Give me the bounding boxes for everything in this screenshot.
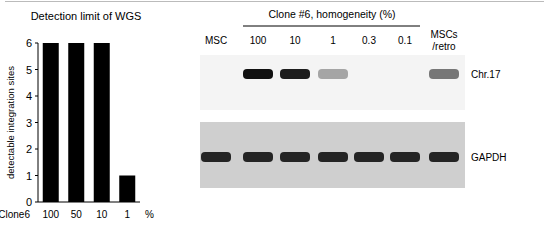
y-tick-label: 1 xyxy=(26,170,32,182)
annotation: % xyxy=(145,209,154,220)
y-axis-label: detectable integration sites xyxy=(5,66,16,179)
background xyxy=(0,0,549,240)
page-rule xyxy=(5,1,544,2)
chart-title: Detection limit of WGS xyxy=(31,10,142,22)
gel-panel xyxy=(200,55,465,110)
gel-band xyxy=(318,152,348,162)
x-tick-label: 100 xyxy=(42,209,59,220)
y-tick-label: 2 xyxy=(26,143,32,155)
bar xyxy=(43,43,59,202)
lane-label: MSCs/retro xyxy=(430,29,457,52)
gel-band xyxy=(318,69,348,79)
gel-band xyxy=(243,152,273,162)
gel-band xyxy=(280,69,310,79)
y-tick xyxy=(35,69,38,70)
bar xyxy=(68,43,84,202)
y-tick-label: 3 xyxy=(26,117,32,129)
x-tick-label: 50 xyxy=(71,209,83,220)
gel-header: Clone #6, homogeneity (%) xyxy=(268,8,395,20)
y-tick xyxy=(35,175,38,176)
y-tick xyxy=(35,96,38,97)
bar xyxy=(94,43,110,202)
x-tick-label: 1 xyxy=(124,209,130,220)
lane-label: 100 xyxy=(250,35,267,46)
figure: Detection limit of WGS detectable integra… xyxy=(0,0,549,240)
annotation: Clone6 xyxy=(0,209,30,220)
lane-label: MSC xyxy=(205,35,227,46)
lane-label: 0.3 xyxy=(362,35,376,46)
lane-label-line: /retro xyxy=(432,41,456,52)
gel-band xyxy=(354,152,384,162)
lane-label-line: MSCs xyxy=(430,29,457,40)
gel-band xyxy=(390,152,420,162)
lane-label: 10 xyxy=(289,35,301,46)
bars xyxy=(43,43,136,202)
gel-panel xyxy=(200,122,465,188)
gel-band xyxy=(280,152,310,162)
gel-band xyxy=(354,69,384,79)
row-label: GAPDH xyxy=(471,152,507,163)
gel-band xyxy=(429,69,459,79)
y-tick-label: 4 xyxy=(26,90,32,102)
gel-band xyxy=(390,69,420,79)
bar xyxy=(119,176,135,203)
gel-band xyxy=(243,69,273,79)
row-label: Chr.17 xyxy=(471,69,501,80)
lane-label: 1 xyxy=(330,35,336,46)
header-rule xyxy=(243,26,420,27)
gel-band xyxy=(201,152,231,162)
y-tick xyxy=(35,43,38,44)
y-tick xyxy=(35,149,38,150)
x-axis xyxy=(38,202,140,203)
y-tick xyxy=(35,122,38,123)
gel-band xyxy=(429,152,459,162)
y-tick xyxy=(35,202,38,203)
lane-label: 0.1 xyxy=(398,35,412,46)
gel-band xyxy=(201,69,231,79)
x-tick-label: 10 xyxy=(96,209,108,220)
y-tick-label: 6 xyxy=(26,37,32,49)
y-tick-label: 0 xyxy=(26,196,32,208)
y-tick-label: 5 xyxy=(26,64,32,76)
